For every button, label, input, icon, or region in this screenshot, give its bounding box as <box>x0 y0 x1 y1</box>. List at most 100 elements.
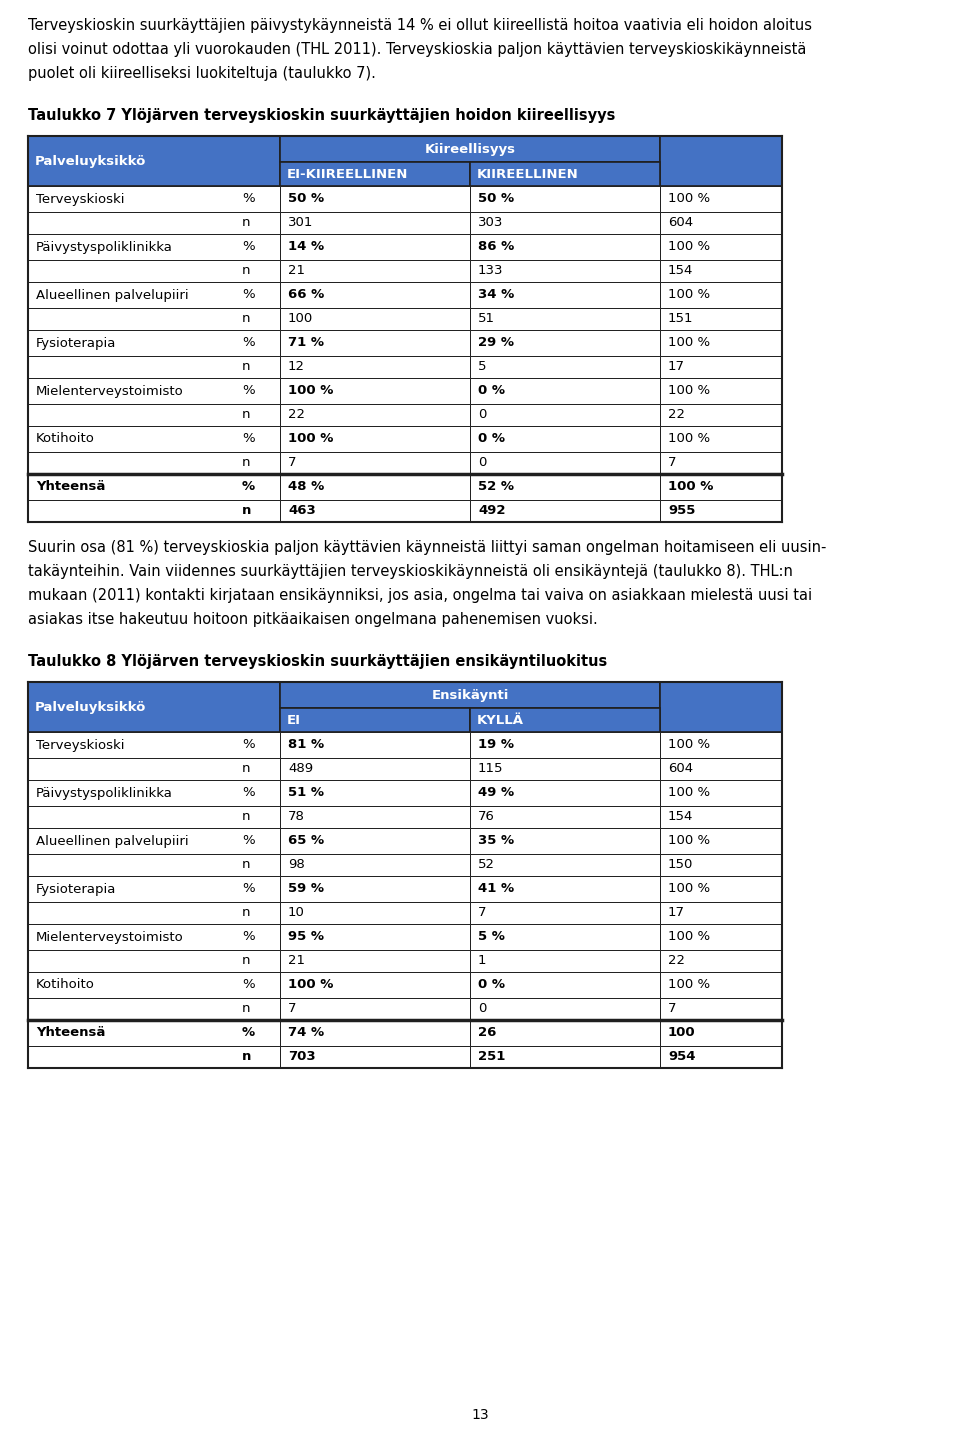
Bar <box>280 426 470 452</box>
Bar <box>660 971 782 999</box>
Text: Taulukko 7 Ylöjärven terveyskioskin suurkäyttäjien hoidon kiireellisyys: Taulukko 7 Ylöjärven terveyskioskin suur… <box>28 108 615 122</box>
Text: 19 %: 19 % <box>478 738 514 751</box>
Bar <box>470 163 660 186</box>
Text: %: % <box>242 433 254 446</box>
Text: 10: 10 <box>288 907 305 920</box>
Text: 34 %: 34 % <box>478 288 515 302</box>
Bar <box>660 499 782 522</box>
Bar <box>470 260 660 282</box>
Text: n: n <box>242 763 251 776</box>
Text: 76: 76 <box>478 810 494 823</box>
Text: 50 %: 50 % <box>478 193 515 206</box>
Bar <box>28 186 280 212</box>
Bar <box>660 950 782 971</box>
Text: 100 %: 100 % <box>288 979 333 991</box>
Bar <box>280 212 470 235</box>
Bar <box>470 732 660 758</box>
Text: Alueellinen palvelupiiri: Alueellinen palvelupiiri <box>36 288 188 302</box>
Text: Yhteensä: Yhteensä <box>36 481 106 494</box>
Text: Terveyskioskin suurkäyttäjien päivystykäynneistä 14 % ei ollut kiireellistä hoit: Terveyskioskin suurkäyttäjien päivystykä… <box>28 19 812 33</box>
Text: 51: 51 <box>478 312 495 325</box>
Bar <box>28 827 280 853</box>
Text: 954: 954 <box>668 1050 695 1063</box>
Text: Ensikäynti: Ensikäynti <box>431 688 509 701</box>
Text: Palveluyksikkö: Palveluyksikkö <box>35 701 146 714</box>
Bar <box>470 355 660 378</box>
Text: 100 %: 100 % <box>668 931 710 944</box>
Bar <box>28 260 280 282</box>
Text: 489: 489 <box>288 763 313 776</box>
Text: 14 %: 14 % <box>288 240 324 253</box>
Text: 86 %: 86 % <box>478 240 515 253</box>
Bar <box>470 330 660 355</box>
Bar <box>470 404 660 426</box>
Text: %: % <box>242 835 254 848</box>
Text: 0 %: 0 % <box>478 433 505 446</box>
Text: 7: 7 <box>668 1003 677 1016</box>
Bar <box>28 330 280 355</box>
Bar <box>660 330 782 355</box>
Bar <box>660 186 782 212</box>
Text: 78: 78 <box>288 810 305 823</box>
Text: 151: 151 <box>668 312 693 325</box>
Text: 81 %: 81 % <box>288 738 324 751</box>
Bar <box>280 186 470 212</box>
Bar <box>280 758 470 780</box>
Text: Palveluyksikkö: Palveluyksikkö <box>35 154 146 167</box>
Bar <box>470 212 660 235</box>
Text: n: n <box>242 907 251 920</box>
Text: 0 %: 0 % <box>478 979 505 991</box>
Bar <box>660 282 782 308</box>
Bar <box>280 260 470 282</box>
Bar <box>470 235 660 260</box>
Text: n: n <box>242 361 251 374</box>
Bar <box>280 950 470 971</box>
Bar <box>280 924 470 950</box>
Text: 100 %: 100 % <box>668 240 710 253</box>
Bar <box>280 163 470 186</box>
Text: n: n <box>242 409 251 422</box>
Bar <box>280 708 470 732</box>
Bar <box>660 902 782 924</box>
Text: n: n <box>242 810 251 823</box>
Text: %: % <box>242 384 254 397</box>
Bar <box>470 971 660 999</box>
Bar <box>660 758 782 780</box>
Bar <box>470 806 660 827</box>
Text: Fysioterapia: Fysioterapia <box>36 882 116 895</box>
Text: %: % <box>242 193 254 206</box>
Bar <box>660 235 782 260</box>
Bar <box>660 827 782 853</box>
Text: puolet oli kiireelliseksi luokiteltuja (taulukko 7).: puolet oli kiireelliseksi luokiteltuja (… <box>28 66 376 81</box>
Text: 7: 7 <box>288 456 297 469</box>
Text: 21: 21 <box>288 954 305 967</box>
Bar <box>470 378 660 404</box>
Bar <box>280 780 470 806</box>
Bar <box>660 1046 782 1068</box>
Bar <box>280 378 470 404</box>
Bar <box>28 732 280 758</box>
Bar <box>28 876 280 902</box>
Text: Päivystyspoliklinikka: Päivystyspoliklinikka <box>36 240 173 253</box>
Text: 100 %: 100 % <box>668 787 710 800</box>
Bar <box>28 378 280 404</box>
Text: %: % <box>242 931 254 944</box>
Bar <box>280 827 470 853</box>
Text: 100 %: 100 % <box>288 433 333 446</box>
Text: 35 %: 35 % <box>478 835 515 848</box>
Bar <box>470 308 660 330</box>
Text: 100 %: 100 % <box>668 738 710 751</box>
Text: Taulukko 8 Ylöjärven terveyskioskin suurkäyttäjien ensikäyntiluokitus: Taulukko 8 Ylöjärven terveyskioskin suur… <box>28 653 608 669</box>
Text: Alueellinen palvelupiiri: Alueellinen palvelupiiri <box>36 835 188 848</box>
Text: Mielenterveystoimisto: Mielenterveystoimisto <box>36 931 183 944</box>
Text: Päivystyspoliklinikka: Päivystyspoliklinikka <box>36 787 173 800</box>
Text: 100 %: 100 % <box>668 481 713 494</box>
Bar <box>470 780 660 806</box>
Text: 95 %: 95 % <box>288 931 324 944</box>
Bar <box>28 452 280 473</box>
Text: EI-KIIREELLINEN: EI-KIIREELLINEN <box>287 167 408 180</box>
Bar <box>470 708 660 732</box>
Text: KIIREELLINEN: KIIREELLINEN <box>477 167 579 180</box>
Text: 7: 7 <box>478 907 487 920</box>
Text: 100 %: 100 % <box>668 835 710 848</box>
